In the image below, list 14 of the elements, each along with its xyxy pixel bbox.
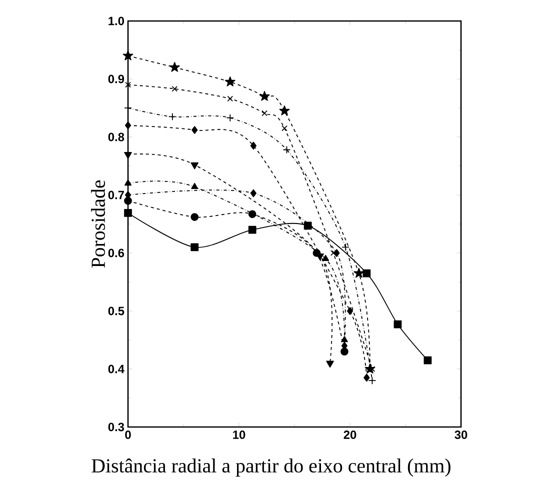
y-tick-label: 0.7 — [108, 190, 124, 200]
x-tick-label: 0 — [125, 430, 131, 439]
y-tick-label: 1.0 — [108, 16, 124, 26]
y-tick-label: 0.6 — [108, 248, 124, 258]
y-tick-label: 0.9 — [108, 74, 124, 84]
y-tick-label: 0.5 — [108, 306, 124, 316]
y-tick-label: 0.3 — [108, 422, 124, 432]
x-tick-label: 30 — [454, 430, 468, 439]
x-axis-title: Distância radial a partir do eixo central (mm) — [92, 458, 450, 477]
y-tick-label: 0.4 — [108, 364, 124, 374]
x-tick-label: 10 — [233, 430, 246, 439]
y-tick-label: 0.8 — [108, 132, 124, 142]
y-axis-title: Porosidade — [91, 180, 106, 268]
x-tick-label: 20 — [344, 430, 356, 439]
